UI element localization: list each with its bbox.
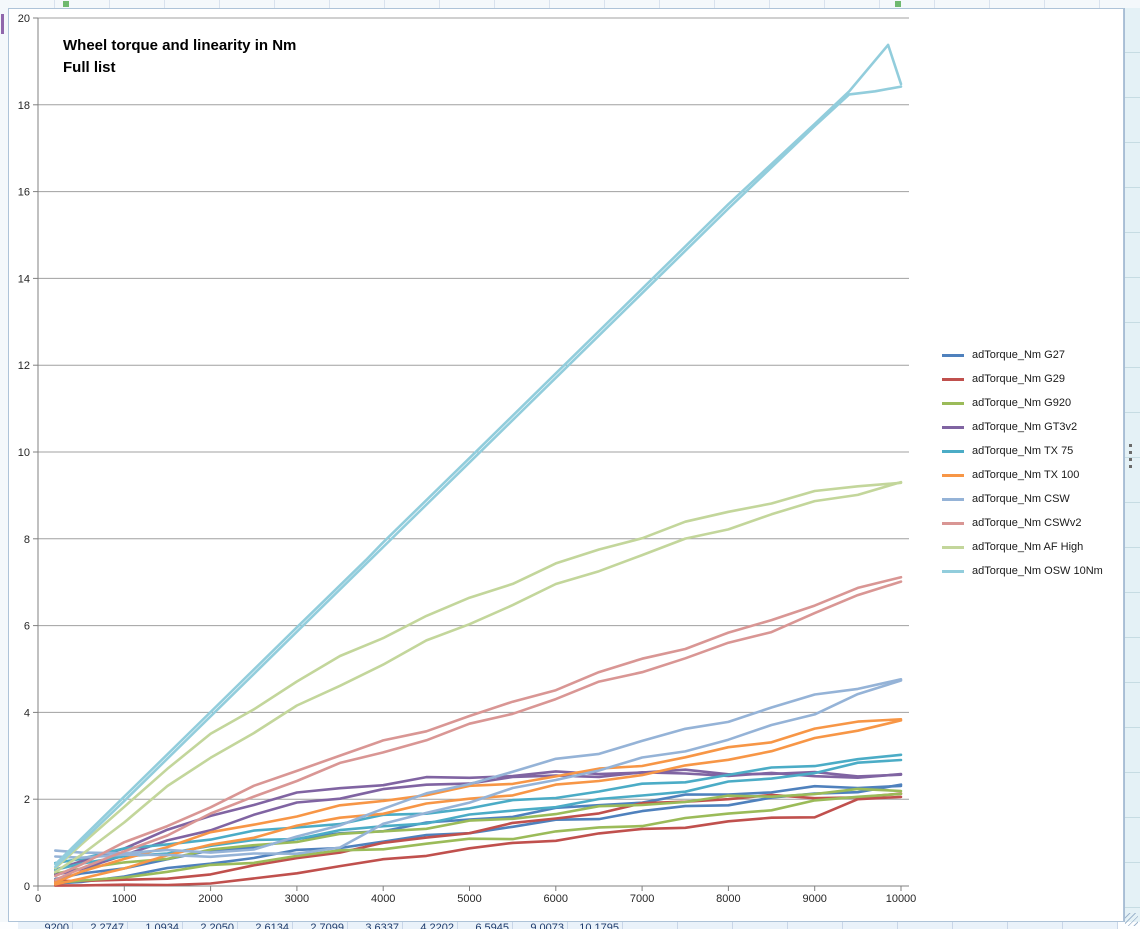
legend-swatch	[942, 450, 964, 453]
sheet-cell[interactable]: 9.0073	[513, 922, 568, 929]
legend-label: adTorque_Nm G920	[972, 397, 1071, 409]
worksheet-bottom-row: 92002.27471.09342.20502.61342.70993.6337…	[0, 922, 1140, 929]
legend-item[interactable]: adTorque_Nm G920	[942, 391, 1103, 415]
y-tick-label: 8	[24, 534, 30, 546]
sheet-cell[interactable]: 3.6337	[348, 922, 403, 929]
x-tick-label: 8000	[716, 893, 740, 905]
sheet-cell[interactable]	[1008, 922, 1063, 929]
x-tick-label: 2000	[198, 893, 222, 905]
legend-swatch	[942, 570, 964, 573]
legend-label: adTorque_Nm G29	[972, 373, 1065, 385]
sheet-cell[interactable]	[953, 922, 1008, 929]
legend-label: adTorque_Nm G27	[972, 349, 1065, 361]
y-tick-label: 2	[24, 794, 30, 806]
legend-item[interactable]: adTorque_Nm TX 100	[942, 463, 1103, 487]
chart-title-line2: Full list	[63, 57, 296, 79]
legend-item[interactable]: adTorque_Nm TX 75	[942, 439, 1103, 463]
sheet-cell[interactable]	[843, 922, 898, 929]
sheet-fill-handle-mark	[63, 1, 69, 7]
legend-item[interactable]: adTorque_Nm GT3v2	[942, 415, 1103, 439]
legend-swatch	[942, 402, 964, 405]
legend-label: adTorque_Nm OSW 10Nm	[972, 565, 1103, 577]
sheet-cell[interactable]: 1.0934	[128, 922, 183, 929]
excel-worksheet-view: 92002.27471.09342.20502.61342.70993.6337…	[0, 0, 1140, 929]
y-tick-label: 0	[24, 881, 30, 893]
legend-label: adTorque_Nm AF High	[972, 541, 1083, 553]
worksheet-left-sliver	[0, 8, 8, 922]
chart-title-line1: Wheel torque and linearity in Nm	[63, 35, 296, 57]
legend-item[interactable]: adTorque_Nm OSW 10Nm	[942, 559, 1103, 583]
sheet-cell[interactable]: 2.7099	[293, 922, 348, 929]
chart-title: Wheel torque and linearity in Nm Full li…	[63, 35, 296, 79]
sheet-cell[interactable]: 10.1795	[568, 922, 623, 929]
x-tick-label: 6000	[544, 893, 568, 905]
x-tick-label: 7000	[630, 893, 654, 905]
x-tick-label: 3000	[285, 893, 309, 905]
y-tick-label: 14	[18, 273, 30, 285]
sheet-cell[interactable]	[1063, 922, 1118, 929]
legend-swatch	[942, 474, 964, 477]
sheet-cell[interactable]: 2.6134	[238, 922, 293, 929]
series-line-adtorque_nm-cswv2[interactable]	[55, 582, 901, 880]
worksheet-top-sliver	[0, 0, 1140, 8]
y-tick-label: 18	[18, 100, 30, 112]
cell-border-mark	[1, 14, 4, 34]
legend-item[interactable]: adTorque_Nm AF High	[942, 535, 1103, 559]
x-tick-label: 0	[35, 893, 41, 905]
legend-swatch	[942, 546, 964, 549]
sheet-cell[interactable]: 2.2050	[183, 922, 238, 929]
series-line-adtorque_nm-gt3v2[interactable]	[55, 772, 901, 875]
y-tick-label: 20	[18, 13, 30, 25]
y-tick-label: 12	[18, 360, 30, 372]
corner-resize-grip[interactable]	[1125, 913, 1138, 926]
sheet-fill-handle-mark	[895, 1, 901, 7]
chart-object[interactable]: 0 2 4 6 8 10 12 14 16 18 20 0 1000 2000 3000 4000 5000 60…	[8, 8, 1124, 922]
x-tick-label: 9000	[802, 893, 826, 905]
legend-label: adTorque_Nm CSW	[972, 493, 1070, 505]
legend-label: adTorque_Nm TX 75	[972, 445, 1073, 457]
legend-label: adTorque_Nm GT3v2	[972, 421, 1077, 433]
sheet-cell[interactable]	[788, 922, 843, 929]
sheet-cell[interactable]: 9200	[18, 922, 73, 929]
legend-label: adTorque_Nm TX 100	[972, 469, 1079, 481]
sheet-cell[interactable]	[733, 922, 788, 929]
chart-resize-handle-dots[interactable]	[1129, 444, 1133, 472]
x-tick-label: 1000	[112, 893, 136, 905]
chart-legend[interactable]: adTorque_Nm G27 adTorque_Nm G29 adTorque_N…	[942, 343, 1103, 583]
y-tick-label: 4	[24, 707, 30, 719]
legend-swatch	[942, 522, 964, 525]
legend-item[interactable]: adTorque_Nm CSWv2	[942, 511, 1103, 535]
legend-item[interactable]: adTorque_Nm G27	[942, 343, 1103, 367]
sheet-cell[interactable]	[678, 922, 733, 929]
legend-item[interactable]: adTorque_Nm CSW	[942, 487, 1103, 511]
sheet-cell[interactable]: 2.2747	[73, 922, 128, 929]
legend-item[interactable]: adTorque_Nm G29	[942, 367, 1103, 391]
sheet-cell[interactable]: 4.2202	[403, 922, 458, 929]
legend-swatch	[942, 378, 964, 381]
x-tick-label: 4000	[371, 893, 395, 905]
sheet-cell[interactable]: 6.5945	[458, 922, 513, 929]
sheet-cell[interactable]	[898, 922, 953, 929]
legend-label: adTorque_Nm CSWv2	[972, 517, 1081, 529]
y-tick-label: 16	[18, 187, 30, 199]
x-tick-label: 10000	[886, 893, 917, 905]
x-tick-label: 5000	[457, 893, 481, 905]
y-tick-label: 6	[24, 621, 30, 633]
legend-swatch	[942, 426, 964, 429]
legend-swatch	[942, 498, 964, 501]
legend-swatch	[942, 354, 964, 357]
sheet-cell[interactable]	[623, 922, 678, 929]
y-tick-label: 10	[18, 447, 30, 459]
